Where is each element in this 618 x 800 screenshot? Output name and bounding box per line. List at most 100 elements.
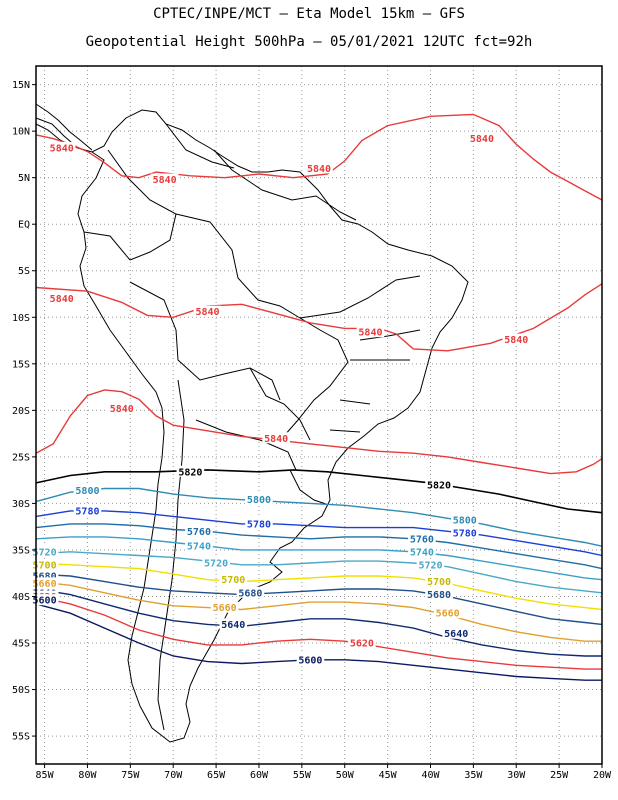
contour-label-bg [502,333,531,345]
contour-label-bg [47,292,76,304]
contour-label-5660: 5660 [436,609,460,620]
contour-label-5620: 5620 [350,639,374,650]
lon-tick-label: 25W [550,770,569,781]
map-subtitle: Geopotential Height 500hPa – 05/01/2021 … [85,34,533,50]
lat-tick-label: 15N [12,80,30,91]
brazil-states [299,275,421,433]
lon-tick-label: 70W [164,770,183,781]
contour-label-bg [416,558,445,570]
lat-tick-label: 35S [12,545,30,556]
lon-tick-label: 40W [421,770,440,781]
contour-5660-line [35,580,602,642]
lat-tick-label: 40S [12,592,30,603]
contour-label-5780: 5780 [75,506,99,517]
contour-5640-line [35,588,602,657]
lon-tick-label: 65W [207,770,226,781]
contour-label-bg [348,637,376,649]
contour-label-5780: 5780 [247,519,271,530]
contour-label-5720: 5720 [204,558,228,569]
contour-label-bg [73,484,102,496]
contour-5600-line [35,603,602,681]
contour-5780-line [35,510,603,557]
contour-label-5720: 5720 [33,547,57,558]
lon-tick-label: 80W [78,770,97,781]
contour-label-bg [408,545,436,557]
contour-label-bg [408,532,436,544]
contour-5840-line [35,113,603,201]
lat-tick-label: 15S [12,359,30,370]
border-argentina-north [195,419,297,471]
contour-label-bg [30,558,59,570]
contour-label-bg [202,556,230,568]
contour-label-bg [30,570,59,582]
contour-5740-line [35,536,603,581]
contour-label-5800: 5800 [247,495,271,506]
border-venezuela [165,123,235,169]
border-paraguay [249,367,311,441]
contour-label-5680: 5680 [427,590,451,601]
border-uruguay [289,469,327,505]
lat-tick-label: 5N [18,173,30,184]
contour-5620-line [35,595,602,670]
contour-label-bg [305,162,333,174]
contour-label-bg [262,432,290,444]
lat-tick-label: 20S [12,406,30,417]
lat-tick-label: 50S [12,685,30,696]
contour-label-5720: 5720 [418,560,442,571]
contour-label-5800: 5800 [453,516,477,527]
lat-tick-label: 30S [12,499,30,510]
contour-label-5600: 5600 [33,596,57,607]
contour-label-bg [47,141,76,153]
lat-tick-label: 10N [12,127,30,138]
lon-tick-label: 55W [293,770,312,781]
border-ecuador [83,231,131,261]
contour-label-bg [450,527,479,539]
axis-ticks: 15N 10N 5N EQ 5S 10S 15S 20S 25S 30S 35S 40S 45S 50S 5… [12,80,612,781]
contour-label-5780: 5780 [453,529,477,540]
contour-5820-line [35,469,603,514]
contour-label-5680: 5680 [33,572,57,583]
contour-label-5840: 5840 [50,143,74,154]
contour-labels: 5840 5840 5840 5840 5840 5840 5840 5840 5840 5840… [30,132,531,666]
contour-label-bg [296,653,325,665]
contour-label-bg [442,627,471,639]
lon-tick-label: 50W [336,770,355,781]
lat-tick-label: 5S [18,266,30,277]
contour-label-5840: 5840 [264,434,288,445]
contour-label-5840: 5840 [153,175,177,186]
border-brazil-west [175,213,349,437]
south-america-coastline [35,109,469,743]
lat-tick-label: EQ [18,220,30,231]
contour-label-5740: 5740 [187,542,211,553]
contour-label-5760: 5760 [187,527,211,538]
contour-label-5840: 5840 [50,294,74,305]
lat-tick-label: 55S [12,732,30,743]
country-borders [35,103,469,743]
contour-5680-line [35,573,603,626]
contour-label-bg [30,545,59,557]
contour-label-5820: 5820 [427,480,451,491]
contour-label-bg [425,588,453,600]
contour-label-bg [193,305,222,317]
contour-label-5840: 5840 [110,404,134,415]
contour-label-bg [107,402,136,414]
contour-label-bg [356,326,385,338]
contour-label-bg [433,607,462,619]
contour-label-bg [150,173,179,185]
contour-label-5800: 5800 [75,486,99,497]
contour-label-bg [450,514,479,526]
contour-5700-line [35,562,603,611]
contour-label-5700: 5700 [427,577,451,588]
contour-label-5840: 5840 [470,134,494,145]
contour-label-5640: 5640 [221,620,245,631]
contour-label-5840: 5840 [504,335,528,346]
contour-label-5660: 5660 [33,579,57,590]
contour-5760-line [35,523,603,570]
contour-5800-line [35,487,603,547]
contour-label-5840: 5840 [195,307,219,318]
contour-label-bg [219,573,248,585]
contour-label-5600: 5600 [298,655,322,666]
border-peru-bolivia [129,281,281,401]
contour-label-5840: 5840 [307,164,331,175]
contour-label-5700: 5700 [221,575,245,586]
